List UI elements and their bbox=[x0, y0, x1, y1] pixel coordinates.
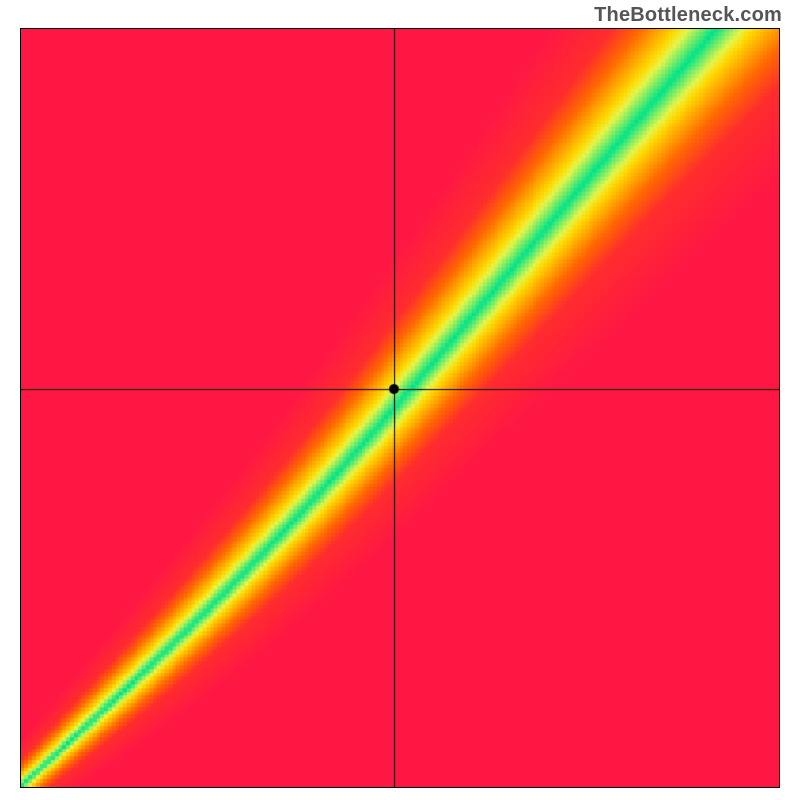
watermark-text: TheBottleneck.com bbox=[594, 4, 782, 27]
bottleneck-heatmap bbox=[21, 29, 779, 787]
chart-area bbox=[20, 28, 780, 788]
chart-container: TheBottleneck.com bbox=[0, 0, 800, 800]
